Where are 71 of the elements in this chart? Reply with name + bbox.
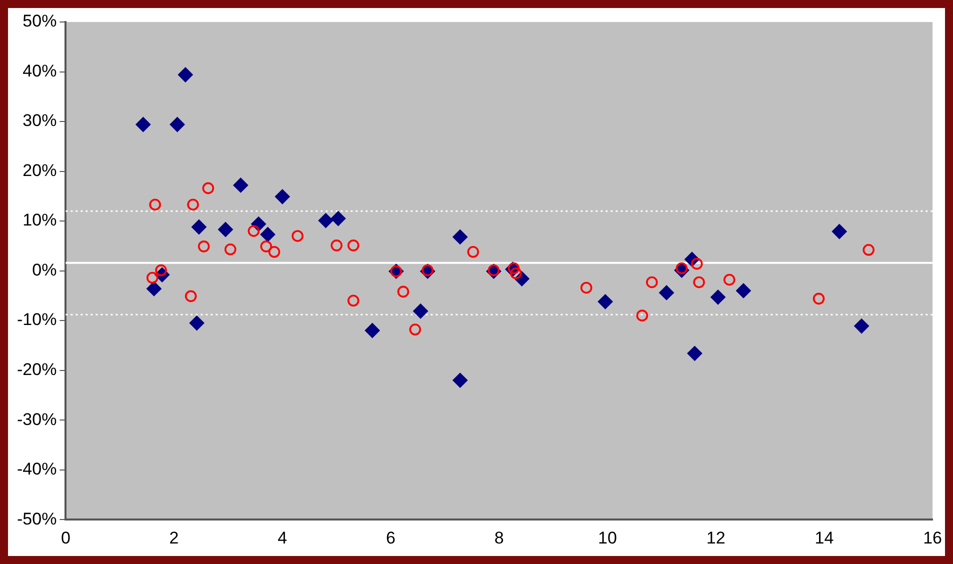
point — [198, 240, 210, 252]
point — [292, 230, 304, 242]
point — [318, 213, 334, 228]
x-tick-label: 8 — [494, 528, 504, 548]
x-tick-label: 4 — [278, 528, 288, 548]
y-tick-label: 0% — [32, 260, 57, 280]
point — [397, 286, 410, 298]
point — [224, 244, 236, 256]
x-tick-label: 12 — [706, 528, 726, 548]
point — [191, 220, 206, 235]
point — [260, 226, 276, 242]
y-tick-label: -20% — [17, 360, 57, 380]
point — [170, 117, 185, 132]
point — [202, 182, 214, 194]
point — [413, 304, 428, 319]
point — [136, 117, 151, 132]
point — [646, 276, 658, 288]
point — [274, 189, 290, 204]
point — [693, 276, 705, 288]
x-tick-label: 14 — [814, 528, 834, 548]
point — [854, 318, 870, 334]
point — [452, 229, 468, 244]
point — [187, 198, 199, 211]
point — [452, 372, 468, 388]
point — [347, 294, 360, 307]
point — [146, 281, 162, 296]
x-tick-label: 10 — [598, 528, 617, 548]
point — [687, 346, 702, 361]
point — [146, 272, 158, 284]
y-tick-label: 40% — [22, 61, 57, 80]
point — [659, 285, 674, 300]
point — [233, 178, 248, 193]
point — [155, 264, 167, 276]
point — [330, 240, 342, 252]
point — [218, 222, 234, 237]
y-tick-label: -30% — [17, 410, 57, 429]
y-tick-label: 10% — [22, 210, 57, 230]
point — [178, 67, 193, 82]
y-tick-label: 50% — [22, 12, 57, 31]
y-tick-label: -50% — [17, 509, 57, 528]
point — [189, 316, 204, 331]
point — [832, 224, 847, 239]
point — [636, 310, 648, 322]
y-tick-label: -10% — [17, 310, 57, 330]
point — [812, 292, 825, 305]
point — [510, 267, 522, 280]
x-tick-label: 2 — [169, 528, 179, 548]
point — [862, 244, 875, 256]
y-tick-label: 30% — [22, 111, 57, 130]
point — [710, 290, 726, 305]
point — [330, 211, 346, 226]
point — [347, 240, 360, 252]
point — [184, 290, 197, 302]
point — [260, 240, 272, 252]
x-tick-label: 6 — [386, 528, 396, 548]
point — [268, 246, 280, 258]
point — [149, 198, 161, 211]
point — [676, 262, 688, 274]
point — [409, 324, 422, 336]
point — [598, 294, 613, 310]
y-tick-label: -40% — [17, 460, 57, 479]
x-tick-label: 16 — [923, 528, 942, 548]
y-tick-label: 20% — [22, 160, 57, 180]
point — [690, 258, 703, 270]
point — [467, 246, 480, 258]
point — [723, 274, 736, 286]
x-tick-label: 0 — [60, 528, 70, 548]
point — [736, 283, 751, 298]
point — [580, 282, 592, 294]
point — [248, 225, 260, 237]
point — [364, 323, 380, 338]
